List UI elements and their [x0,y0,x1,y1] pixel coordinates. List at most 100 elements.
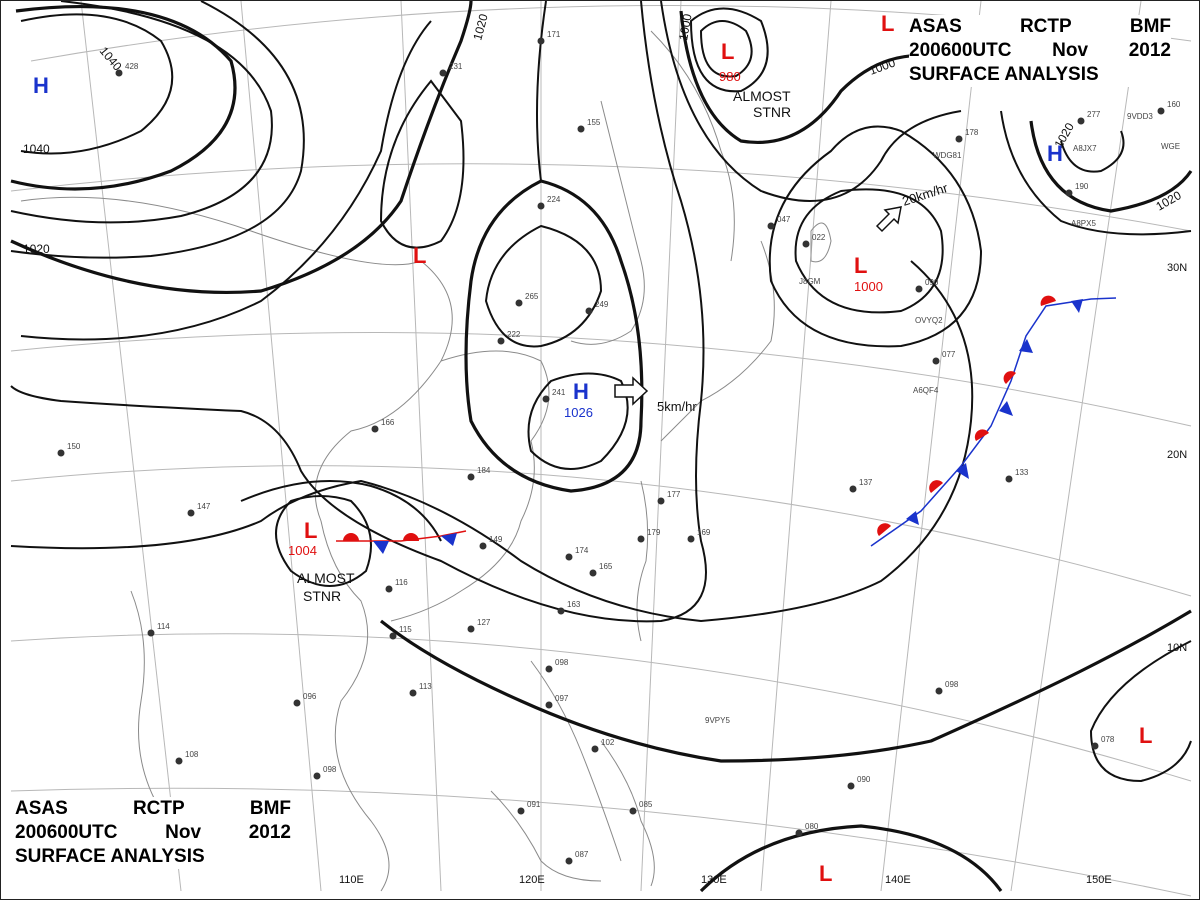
almost-stnr-note: STNR [753,104,791,120]
isobar-label: 1000 [676,12,694,41]
low-motion-arrow [875,206,902,233]
station-dot [187,509,195,517]
station-pressure-reading: 174 [575,546,589,555]
station-markers [57,37,1165,865]
station-pressure-reading: 022 [812,233,826,242]
station-pressure-reading: 098 [323,765,337,774]
station-dot [932,357,940,365]
ship-callsign: OVYQ2 [915,316,943,325]
station-dot [545,665,553,673]
high-center-symbol: H [33,73,49,98]
high-center-symbol: H [573,379,589,404]
cold-front-triangle [373,541,389,554]
station-pressure-reading: 047 [777,215,791,224]
station-dot [371,425,379,433]
station-pressure-reading: 163 [567,600,581,609]
station-pressure-reading: 115 [399,625,412,634]
station-pressure-reading: 149 [489,535,503,544]
station-dot [479,542,487,550]
station-dot [147,629,155,637]
high-center-symbol: H [1047,141,1063,166]
station-pressure-reading: 171 [547,30,561,39]
station-dot [1157,107,1165,115]
warm-front-semicircle [343,533,359,541]
cold-front-triangle [906,511,919,525]
station-dot [557,607,565,615]
station-dot [591,745,599,753]
high-center-value: 1026 [564,405,593,420]
lat-labels: 30N 20N 10N [1167,262,1187,654]
station-dot [767,222,775,230]
low-center-symbol: L [854,253,867,278]
lon-label: 130E [701,874,727,886]
warm-front-semicircle [1040,295,1056,306]
station-pressure-reading: 090 [857,775,871,784]
pressure-centers: H L 980 ALMOST STNR L H L 1000 20km/hr H… [33,11,1152,886]
station-pressure-reading: 098 [945,680,959,689]
low-center-symbol: L [304,518,317,543]
station-dot [577,125,585,133]
station-pressure-reading: 090 [925,278,939,287]
station-pressure-reading: 085 [639,800,653,809]
motion-arrows [614,206,902,406]
station-dot [313,772,321,780]
agency-code: BMF [1129,16,1171,37]
lon-label: 110E [339,874,364,886]
warm-front-semicircle [974,429,989,441]
isobar-label: 1020 [23,242,50,256]
station-dot [537,37,545,45]
low-center-value: 1000 [854,279,883,294]
station-dot [935,687,943,695]
isobar-label: 1020 [470,12,491,42]
low-center-symbol: L [819,861,832,886]
valid-time: 200600UTC [15,822,118,843]
ship-callsign: WDG81 [933,151,962,160]
station-pressure-reading: 169 [697,528,711,537]
station-pressure-reading: 241 [552,388,566,397]
valid-time: 200600UTC [909,40,1012,61]
isobar-label: 1040 [23,142,50,156]
station-dot [439,69,447,77]
station-dot [467,625,475,633]
low-center-value: 980 [719,69,741,84]
cold-front-triangle [1071,299,1083,313]
station-pressure-reading: 179 [647,528,661,537]
station-dot [1005,475,1013,483]
station-pressure-reading: 091 [527,800,541,809]
low-center-symbol: L [1139,723,1152,748]
ship-callsign: J8GM [799,277,821,286]
station-dot [589,569,597,577]
station-dot [585,307,593,315]
station-pressure-reading: 096 [303,692,317,701]
agency-code: ASAS [909,16,962,37]
station-dot [175,757,183,765]
station-dot [1065,189,1073,197]
valid-month: Nov [1052,40,1089,61]
station-dot [545,701,553,709]
lon-label: 150E [1086,874,1112,886]
station-dot [849,485,857,493]
station-dot [565,857,573,865]
station-dot [293,699,301,707]
low-center-symbol: L [413,243,426,268]
cold-front-triangle [441,533,457,546]
lat-label: 20N [1167,449,1187,461]
station-pressure-reading: 224 [547,195,561,204]
valid-year: 2012 [1128,40,1171,61]
station-pressure-reading: 127 [477,618,491,627]
station-observations: 428 231 171 155 224 265 249 222 241 166 184 174 165 1… [67,30,1181,859]
valid-month: Nov [165,822,202,843]
station-pressure-reading: 113 [419,682,432,691]
cold-front-triangle [1019,339,1033,353]
station-dot [385,585,393,593]
warm-front-semicircle [403,533,419,541]
warm-front-semicircle [877,523,891,536]
station-pressure-reading: 150 [67,442,81,451]
station-pressure-reading: 116 [395,578,408,587]
agency-code: BMF [249,798,291,819]
station-pressure-reading: 178 [965,128,979,137]
station-pressure-reading: 147 [197,502,211,511]
station-dot [847,782,855,790]
station-dot [637,535,645,543]
station-dot [1077,117,1085,125]
